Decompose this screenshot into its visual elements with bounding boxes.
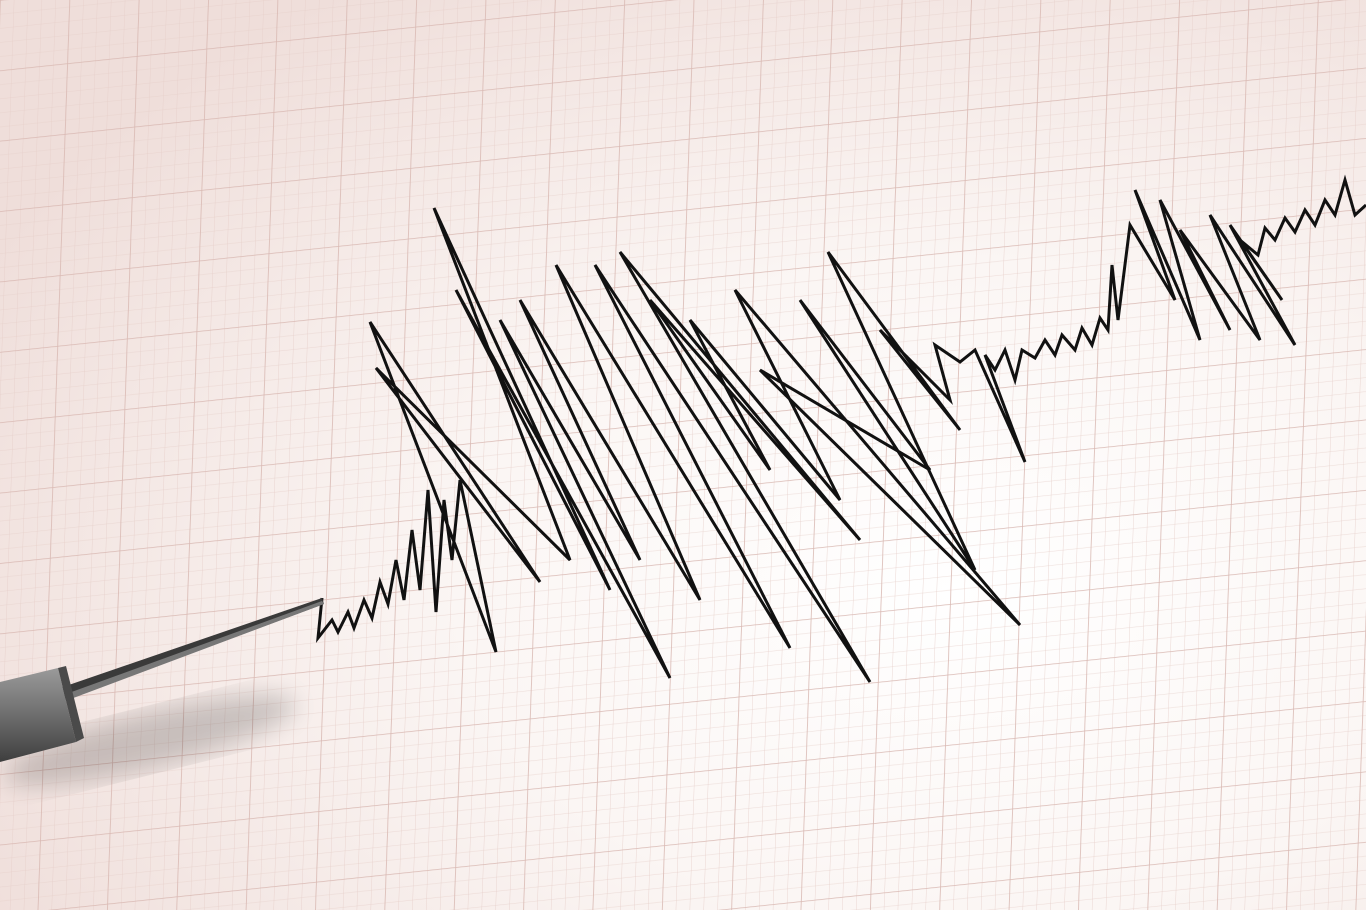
seismic-trace	[315, 174, 1366, 683]
stylus-shadow	[4, 694, 296, 786]
seismograph-stylus-icon	[0, 598, 324, 762]
